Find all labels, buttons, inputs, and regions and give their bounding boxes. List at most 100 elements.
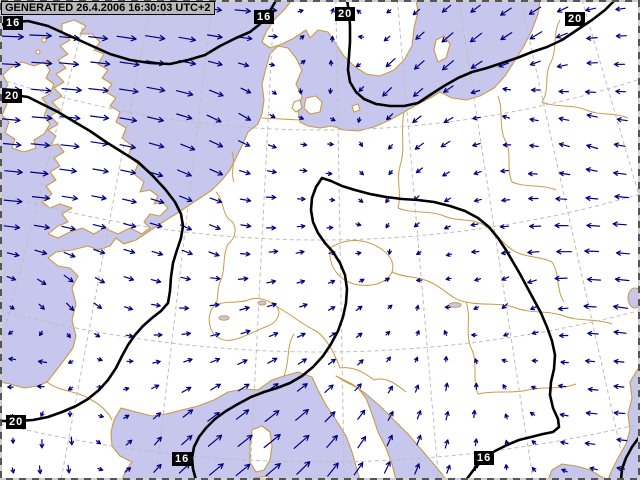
wind-arrow — [300, 59, 306, 65]
wind-arrow — [177, 169, 192, 177]
wind-arrow — [267, 302, 277, 308]
wind-arrow — [94, 277, 105, 284]
wind-arrow — [357, 116, 362, 123]
wind-arrow — [30, 142, 51, 149]
wind-arrow — [504, 413, 509, 420]
wind-arrow — [153, 463, 162, 473]
wind-arrow — [501, 358, 508, 363]
wind-arrow — [386, 434, 393, 447]
ireland-coastline — [0, 61, 55, 153]
wind-arrow — [40, 411, 45, 417]
wind-arrow — [354, 383, 362, 392]
wind-arrow — [267, 357, 278, 364]
wind-arrow — [470, 89, 481, 95]
wind-arrow — [151, 384, 160, 390]
wind-arrow — [561, 468, 568, 473]
wind-arrow — [93, 302, 103, 309]
contour-value-label: 16 — [474, 451, 495, 465]
wind-arrow — [235, 409, 250, 420]
wind-arrow — [529, 117, 539, 123]
wind-arrow — [414, 142, 424, 150]
wind-arrow — [471, 249, 480, 255]
wind-arrow — [415, 330, 420, 336]
wind-arrow — [612, 221, 627, 227]
contour-line-16-south — [190, 176, 561, 480]
wind-arrow — [473, 305, 480, 310]
wind-arrow — [264, 410, 280, 423]
wind-arrow — [327, 358, 336, 365]
wind-arrow — [31, 114, 53, 122]
wind-arrow — [560, 359, 569, 365]
wind-arrow — [210, 357, 221, 363]
wind-arrow — [328, 279, 336, 285]
wind-arrow — [98, 413, 104, 419]
wind-arrow — [61, 225, 76, 232]
funen-island — [291, 99, 303, 113]
wind-arrow — [209, 140, 224, 148]
wind-arrow — [3, 141, 22, 148]
wind-arrow — [240, 223, 252, 229]
contour-line-20-north — [345, 0, 617, 108]
wind-arrow — [328, 306, 336, 311]
wind-arrow — [415, 31, 425, 40]
wind-arrow — [88, 35, 109, 42]
wind-arrow — [6, 252, 20, 258]
wind-arrow — [412, 115, 422, 124]
wind-arrow — [387, 385, 393, 394]
wind-arrow — [9, 305, 15, 310]
wind-arrow — [584, 441, 596, 447]
wind-arrow — [152, 412, 162, 420]
wind-arrow — [589, 466, 598, 472]
wind-arrow — [153, 332, 163, 338]
wind-arrow — [66, 332, 71, 339]
wind-arrow — [355, 62, 362, 68]
wind-arrow — [615, 33, 627, 39]
wind-arrow — [90, 60, 111, 67]
wind-arrow — [386, 113, 394, 121]
wind-arrow — [209, 302, 220, 308]
wind-arrow — [145, 34, 166, 42]
wind-arrow — [385, 222, 390, 229]
wind-arrow — [473, 198, 482, 203]
wind-arrow — [178, 36, 197, 43]
wind-arrow — [240, 251, 251, 257]
wind-arrow — [500, 32, 513, 41]
wind-arrow — [501, 303, 508, 309]
bornholm-island — [351, 103, 361, 113]
lake — [218, 315, 230, 321]
wind-arrow — [124, 467, 132, 473]
lake — [627, 287, 640, 309]
wind-arrow — [8, 330, 14, 335]
wind-arrow — [470, 4, 481, 13]
wind-arrow — [474, 358, 479, 365]
wind-arrow — [38, 303, 45, 310]
wind-arrow — [388, 144, 393, 150]
wind-arrow — [237, 434, 253, 447]
wind-arrow — [8, 356, 16, 362]
wind-arrow — [67, 386, 74, 391]
wind-arrow — [502, 86, 511, 92]
wind-arrow — [474, 277, 482, 282]
wind-arrow — [30, 87, 52, 94]
wind-arrow — [149, 222, 163, 229]
wind-arrow — [209, 89, 224, 97]
wind-arrow — [293, 434, 310, 449]
wind-arrow — [443, 116, 454, 124]
wind-arrow — [299, 168, 308, 173]
wind-arrow — [412, 8, 421, 16]
wind-arrow — [556, 63, 568, 69]
wind-arrow — [558, 142, 570, 148]
wind-arrow — [271, 90, 277, 95]
wind-arrow — [297, 358, 307, 365]
wind-arrow — [123, 276, 135, 282]
wind-arrow — [151, 250, 164, 257]
wind-arrow — [470, 222, 479, 227]
wind-arrow — [207, 33, 223, 40]
wind-arrow — [10, 437, 16, 444]
wind-arrow — [358, 34, 365, 40]
wind-arrow — [416, 250, 422, 255]
wind-arrow — [554, 275, 568, 282]
